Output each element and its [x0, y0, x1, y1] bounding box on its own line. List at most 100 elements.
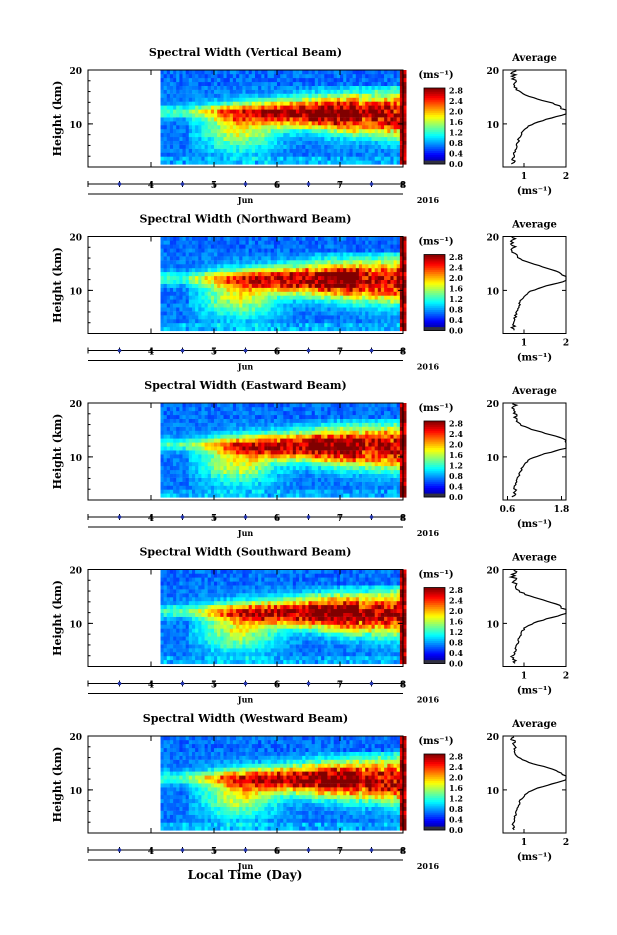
heatmap-cell — [167, 98, 171, 102]
heatmap-cell — [220, 109, 223, 113]
heatmap-cell — [233, 327, 237, 331]
heatmap-cell — [362, 315, 366, 319]
heatmap-cell — [268, 493, 272, 497]
heatmap-cell — [280, 419, 284, 423]
heatmap-cell — [211, 319, 215, 323]
heatmap-cell — [186, 101, 190, 105]
heatmap-cell — [233, 474, 237, 478]
heatmap-cell — [233, 311, 237, 315]
heatmap-cell — [179, 74, 182, 78]
heatmap-cell — [179, 431, 182, 435]
heatmap-cell — [164, 295, 167, 299]
heatmap-cell — [356, 153, 360, 157]
heatmap-cell — [293, 327, 297, 331]
heatmap-cell — [246, 446, 250, 450]
heatmap-cell — [271, 86, 274, 90]
heatmap-cell — [378, 125, 381, 129]
heatmap-cell — [309, 276, 313, 280]
heatmap-cell — [242, 237, 245, 241]
heatmap-cell — [195, 450, 198, 454]
heatmap-cell — [170, 240, 174, 244]
heatmap-cell — [293, 493, 297, 497]
heatmap-cell — [334, 315, 338, 319]
heatmap-cell — [368, 292, 371, 296]
heatmap-cell — [321, 109, 324, 113]
heatmap-cell — [164, 403, 167, 407]
heatmap-cell — [318, 240, 322, 244]
heatmap-cell — [198, 141, 202, 145]
heatmap-cell — [312, 149, 315, 153]
heatmap-cell — [315, 141, 318, 145]
heatmap-cell — [274, 125, 277, 129]
heatmap-cell — [293, 240, 297, 244]
heatmap-cell — [170, 280, 174, 284]
heatmap-cell — [293, 256, 297, 260]
heatmap-cell — [387, 256, 391, 260]
heatmap-cell — [249, 153, 253, 157]
heatmap-cell — [290, 493, 293, 497]
heatmap-cell — [287, 303, 291, 307]
heatmap-cell — [302, 327, 305, 331]
heatmap-cell — [372, 78, 376, 82]
heatmap-cell — [224, 256, 228, 260]
heatmap-cell — [164, 276, 167, 280]
heatmap-cell — [192, 403, 196, 407]
heatmap-cell — [324, 244, 328, 248]
heatmap-cell — [274, 486, 277, 490]
heatmap-cell — [378, 113, 381, 117]
heatmap-cell — [242, 307, 245, 311]
heatmap-cell — [161, 264, 165, 268]
heatmap-cell — [258, 470, 261, 474]
heatmap-cell — [293, 295, 297, 299]
heatmap-cell — [205, 415, 208, 419]
heatmap-cell — [186, 276, 190, 280]
heatmap-cell — [195, 442, 198, 446]
heatmap-cell — [220, 276, 223, 280]
heatmap-cell — [315, 315, 318, 319]
heatmap-cell — [362, 101, 366, 105]
heatmap-cell — [387, 137, 391, 141]
heatmap-cell — [309, 94, 313, 98]
heatmap-cell — [236, 149, 239, 153]
heatmap-cell — [167, 438, 171, 442]
heatmap-cell — [264, 323, 267, 327]
heatmap-cell — [268, 141, 272, 145]
heatmap-cell — [384, 90, 387, 94]
heatmap-cell — [403, 82, 407, 86]
heatmap-cell — [293, 323, 297, 327]
heatmap-cell — [280, 252, 284, 256]
heatmap-cell — [192, 486, 196, 490]
heatmap-cell — [365, 94, 369, 98]
heatmap-cell — [318, 292, 322, 296]
heatmap-cell — [283, 141, 286, 145]
heatmap-cell — [280, 284, 284, 288]
heatmap-cell — [368, 280, 371, 284]
heatmap-cell — [283, 252, 286, 256]
heatmap-cell — [255, 109, 259, 113]
heatmap-cell — [365, 109, 369, 113]
heatmap-cell — [290, 260, 293, 264]
heatmap-cell — [271, 78, 274, 82]
heatmap-cell — [299, 133, 302, 137]
heatmap-cell — [390, 133, 393, 137]
heatmap-cell — [362, 145, 366, 149]
heatmap-cell — [189, 311, 192, 315]
heatmap-cell — [359, 264, 362, 268]
heatmap-cell — [236, 450, 239, 454]
heatmap-cell — [365, 284, 369, 288]
heatmap-cell — [356, 268, 360, 272]
heatmap-cell — [227, 466, 230, 470]
heatmap-cell — [201, 280, 205, 284]
heatmap-cell — [192, 280, 196, 284]
heatmap-cell — [324, 98, 328, 102]
heatmap-cell — [302, 145, 305, 149]
heatmap-cell — [217, 442, 221, 446]
heatmap-cell — [239, 137, 243, 141]
heatmap-cell — [214, 493, 217, 497]
heatmap-cell — [205, 153, 208, 157]
heatmap-cell — [239, 474, 243, 478]
heatmap-cell — [394, 295, 398, 299]
heatmap-cell — [331, 129, 334, 133]
heatmap-cell — [321, 98, 324, 102]
heatmap-cell — [403, 101, 407, 105]
